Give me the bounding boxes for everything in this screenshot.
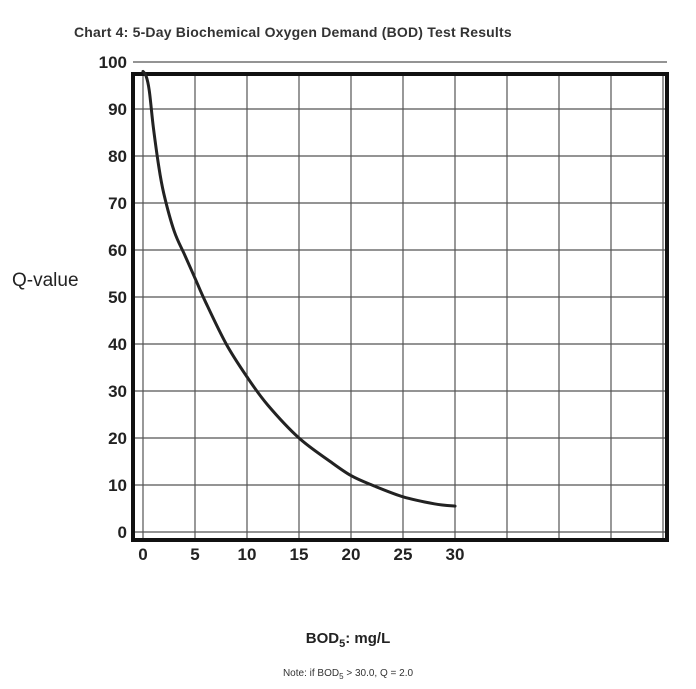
y-tick-label: 10: [108, 476, 127, 495]
y-tick-label: 60: [108, 241, 127, 260]
x-tick-label: 15: [290, 545, 309, 564]
y-tick-label: 100: [99, 53, 127, 72]
y-tick-label: 40: [108, 335, 127, 354]
plot-background: [133, 74, 667, 540]
chart-note: Note: if BOD5 > 30.0, Q = 2.0: [0, 668, 696, 681]
x-axis-label-subscript: 5: [339, 638, 346, 650]
y-tick-label: 50: [108, 288, 127, 307]
y-tick-label: 70: [108, 194, 127, 213]
x-tick-label: 5: [190, 545, 199, 564]
note-suffix: > 30.0, Q = 2.0: [343, 668, 414, 679]
x-axis-label: BOD5: mg/L: [0, 630, 696, 650]
x-axis-label-main: BOD: [305, 630, 340, 647]
x-tick-label: 10: [238, 545, 257, 564]
note-prefix: Note: if BOD: [282, 668, 340, 679]
note-subscript: 5: [339, 672, 344, 681]
y-tick-label: 20: [108, 429, 127, 448]
chart-title: Chart 4: 5-Day Biochemical Oxygen Demand…: [74, 24, 512, 40]
y-tick-label: 30: [108, 382, 127, 401]
x-axis-label-unit: : mg/L: [345, 630, 391, 647]
y-tick-label: 80: [108, 147, 127, 166]
q-value-curve: [141, 69, 457, 508]
x-tick-label: 25: [394, 545, 413, 564]
y-tick-label: 0: [118, 523, 127, 542]
y-axis-label: Q-value: [12, 270, 79, 291]
x-tick-label: 20: [342, 545, 361, 564]
y-tick-label: 90: [108, 100, 127, 119]
plot-frame: [131, 72, 669, 542]
x-tick-label: 0: [138, 545, 147, 564]
x-tick-label: 30: [446, 545, 465, 564]
